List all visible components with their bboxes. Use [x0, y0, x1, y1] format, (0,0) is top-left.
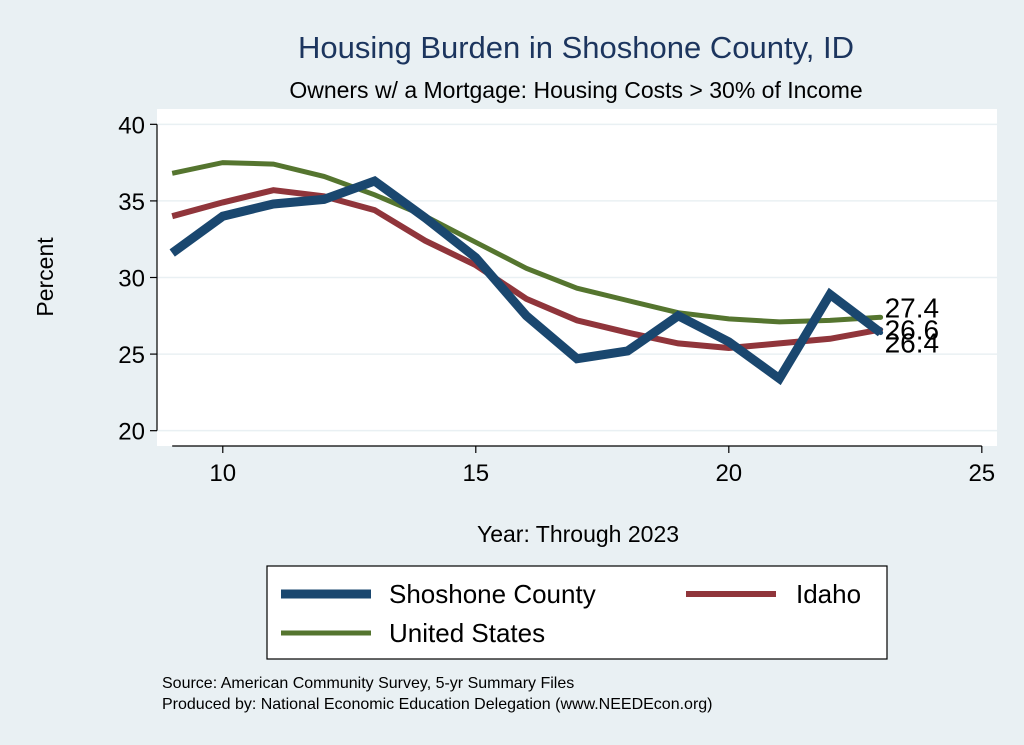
series-line-idaho: [171, 187, 882, 352]
series-end-point-shoshone-county: [878, 330, 884, 336]
chart-subtitle: Owners w/ a Mortgage: Housing Costs > 30…: [289, 77, 862, 103]
axes: 20 25 30 35 40 10 15 20 25: [118, 112, 995, 487]
series-end-point-united-states: [878, 314, 884, 320]
y-tick-label-20: 20: [118, 419, 145, 446]
legend: Shoshone County Idaho United States: [266, 565, 888, 660]
x-axis-label: Year: Through 2023: [477, 521, 679, 547]
series-line-united-states: [171, 160, 881, 325]
end-label-shoshone-county: 26.4: [885, 328, 940, 359]
y-tick-label-25: 25: [118, 342, 145, 369]
y-tick-label-40: 40: [118, 112, 145, 139]
chart-title: Housing Burden in Shoshone County, ID: [298, 30, 854, 65]
legend-label-united-states: United States: [389, 618, 545, 648]
y-tick-label-30: 30: [118, 266, 145, 293]
end-label-idaho: 26.6: [885, 315, 940, 346]
x-tick-label-25: 25: [968, 460, 995, 487]
x-tick-label-15: 15: [462, 460, 489, 487]
plot-area: [157, 109, 997, 446]
legend-label-idaho: Idaho: [796, 579, 861, 609]
y-tick-label-35: 35: [118, 189, 145, 216]
end-label-united-states: 27.4: [885, 292, 940, 323]
series-line-shoshone-county: [169, 175, 884, 386]
legend-box: [266, 565, 888, 660]
y-axis-label: Percent: [32, 237, 58, 317]
x-tick-label-20: 20: [715, 460, 742, 487]
legend-label-shoshone-county: Shoshone County: [389, 579, 596, 609]
series-lines: [169, 160, 884, 386]
x-tick-label-10: 10: [209, 460, 236, 487]
end-labels: 26.426.627.4: [885, 292, 940, 358]
source-note: Source: American Community Survey, 5-yr …: [162, 675, 574, 692]
producer-note: Produced by: National Economic Education…: [162, 696, 713, 713]
